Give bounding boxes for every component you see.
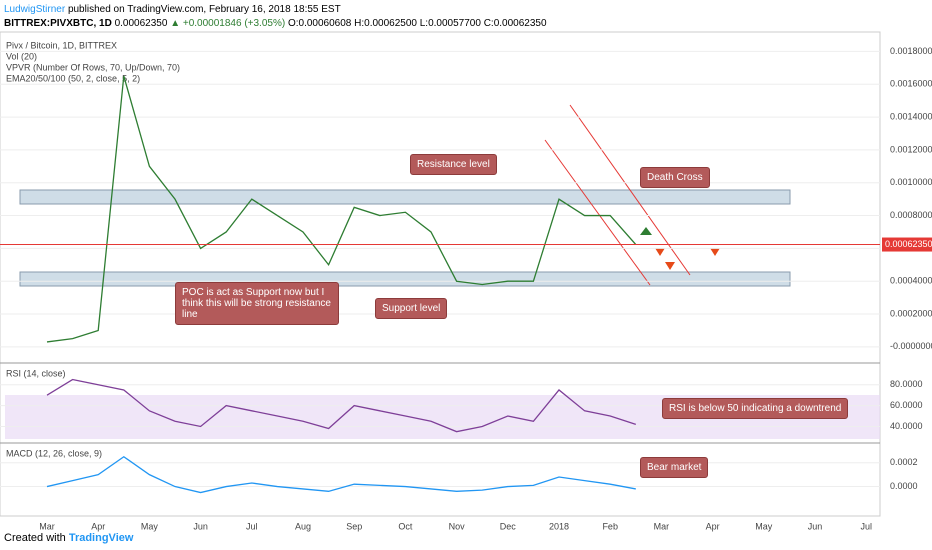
chart: Mar Apr May Jun Jul Aug Sep Oct Nov Dec 2018 Feb Mar… [0,31,932,531]
x-tick-label: Mar [39,521,55,531]
x-tick-label: Jul [246,521,258,531]
annotation: RSI is below 50 indicating a downtrend [662,398,849,419]
arrow-down [655,248,665,256]
x-tick-label: Nov [449,521,466,531]
x-tick-label: May [755,521,773,531]
annotation: Bear market [640,457,709,478]
change: ▲ +0.00001846 (+3.05%) [170,18,286,29]
series-line [46,75,637,343]
pane-title: MACD (12, 26, close, 9) [6,448,102,458]
x-tick-label: Oct [398,521,413,531]
created: Created with [4,532,66,544]
resistance-box [19,189,791,205]
arrow-up [640,227,652,235]
x-tick-label: Jul [860,521,872,531]
x-tick-label: Sep [346,521,362,531]
series-line [46,455,636,494]
x-tick-label: Aug [295,521,311,531]
footer: Created with TradingView [4,532,133,544]
y-tick-label: 40.0000 [890,421,923,431]
symbol: BITTREX:PIVXBTC, 1D [4,18,112,29]
annotation: Death Cross [640,167,710,188]
y-tick-label: 0.00180000 [890,46,932,56]
legend-line: VPVR (Number Of Rows, 70, Up/Down, 70) [6,62,180,72]
channel-line [569,104,691,276]
legend-line: Pivx / Bitcoin, 1D, BITTREX [6,40,117,50]
published: published on TradingView.com, February 1… [67,4,341,15]
x-tick-label: Jun [808,521,823,531]
last: 0.00062350 [114,18,168,29]
header-line1: LudwigStirner published on TradingView.c… [4,4,341,15]
last-price-tag [882,237,932,252]
legend-line: EMA20/50/100 (50, 2, close, 5, 2) [6,73,140,83]
arrow-down [710,248,720,256]
y-tick-label: -0.00000000 [890,341,932,351]
x-tick-label: May [141,521,159,531]
y-tick-label: 0.0000 [890,481,918,491]
header-line2: BITTREX:PIVXBTC, 1D 0.00062350 ▲ +0.0000… [4,18,547,29]
x-tick-label: 2018 [549,521,569,531]
author[interactable]: LudwigStirner [4,4,66,15]
annotation: Support level [375,298,448,319]
y-tick-label: 0.0002 [890,457,918,467]
annotation: Resistance level [410,154,497,175]
y-tick-label: 80.0000 [890,379,923,389]
last-price-label: 0.00062350 [885,239,932,249]
ohlc: O:0.00060608 H:0.00062500 L:0.00057700 C… [287,18,547,29]
x-tick-label: Mar [654,521,670,531]
frame [0,31,881,517]
series-line [46,378,637,433]
x-tick-label: Dec [500,521,517,531]
arrow-down [665,262,675,270]
x-tick-label: Apr [706,521,720,531]
x-tick-label: Apr [91,521,105,531]
channel-line [544,139,651,286]
support-box [19,271,791,287]
pane-title: RSI (14, close) [6,368,66,378]
legend-line: Vol (20) [6,51,37,61]
annotation: POC is act as Support now but I think th… [175,282,339,325]
x-tick-label: Feb [602,521,618,531]
y-tick-label: 60.0000 [890,400,923,410]
x-tick-label: Jun [193,521,208,531]
brand[interactable]: TradingView [68,532,134,544]
